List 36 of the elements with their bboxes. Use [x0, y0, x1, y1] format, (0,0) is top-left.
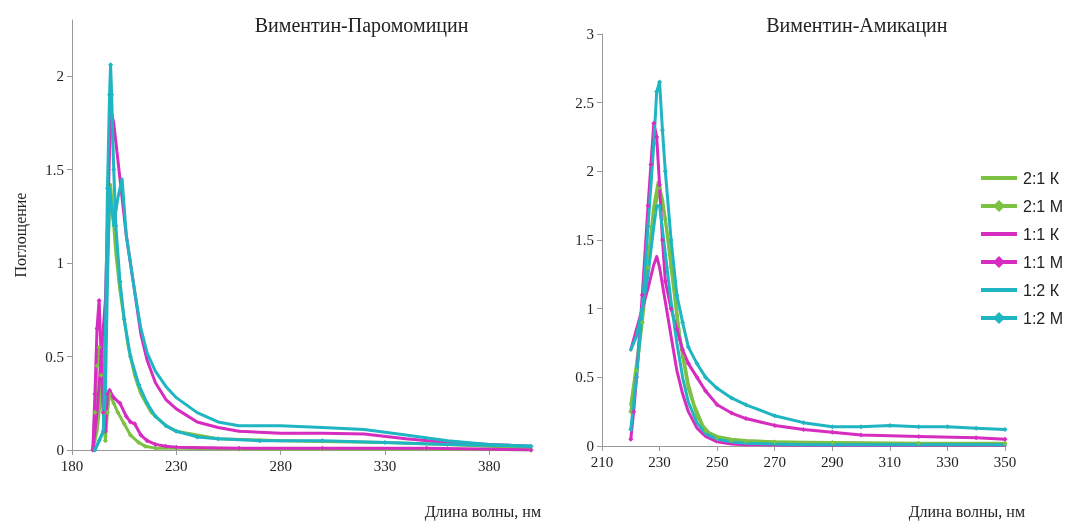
x-tick-label: 270: [763, 453, 786, 470]
y-tick-label: 1: [56, 255, 64, 272]
x-tick-label: 180: [60, 457, 84, 474]
x-tick-label: 330: [936, 453, 959, 470]
x-tick-label: 380: [478, 457, 501, 474]
x-tick-label: 350: [993, 453, 1017, 470]
y-tick-label: 0.5: [575, 369, 594, 386]
y-tick-label: 1.5: [45, 161, 64, 178]
chart-title: Виментин-Амикацин: [766, 14, 948, 37]
y-tick-label: 0: [586, 438, 594, 454]
x-tick-label: 310: [878, 453, 902, 470]
y-tick-label: 0.5: [45, 348, 64, 365]
x-tick-label: 280: [269, 457, 292, 474]
x-tick-label: 230: [165, 457, 188, 474]
x-tick-label: 210: [590, 453, 614, 470]
chart-title: Виментин-Паромомицин: [254, 14, 469, 37]
x-tick-label: 290: [821, 453, 844, 470]
legend-label: 2:1 М: [1023, 197, 1064, 215]
x-axis-title: Длина волны, нм: [908, 502, 1025, 521]
x-axis-title: Длина волны, нм: [424, 502, 541, 521]
legend-label: 1:2 М: [1023, 309, 1064, 327]
y-tick-label: 2: [56, 68, 64, 85]
y-tick-label: 2: [586, 163, 594, 180]
y-tick-label: 1.5: [575, 232, 594, 248]
legend-label: 1:1 М: [1023, 253, 1064, 271]
y-tick-label: 2.5: [575, 94, 594, 111]
legend-label: 1:1 К: [1023, 225, 1060, 243]
x-tick-label: 330: [373, 457, 397, 474]
y-tick-label: 1: [586, 300, 594, 317]
legend-label: 2:1 К: [1023, 169, 1060, 187]
y-axis-title: Поглощение: [11, 192, 30, 278]
x-tick-label: 230: [648, 453, 671, 470]
y-tick-label: 3: [586, 26, 594, 42]
legend-label: 1:2 К: [1023, 281, 1060, 299]
x-tick-label: 250: [705, 453, 729, 470]
y-tick-label: 0: [56, 442, 64, 458]
